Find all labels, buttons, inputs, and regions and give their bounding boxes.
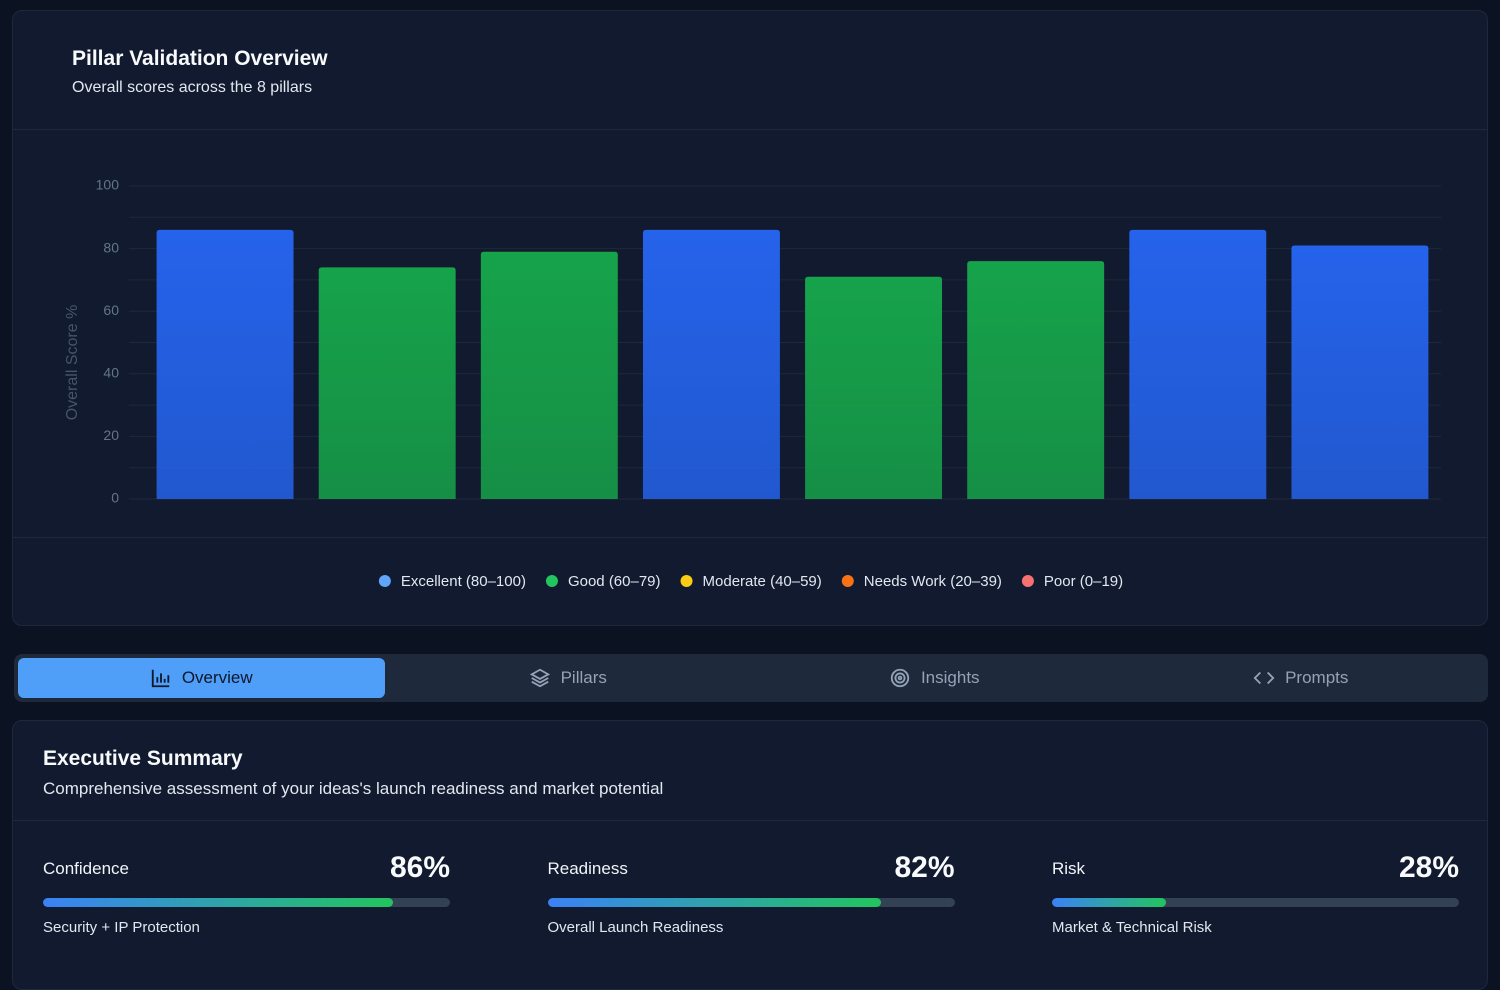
tab-bar: Overview Pillars Insights Prompts [14,654,1488,702]
tab-label: Pillars [560,668,607,687]
chart-title: Pillar Validation Overview [72,47,328,70]
metric: Confidence 86% Security + IP Protection [43,851,450,941]
legend-item: Poor (0–19) [1021,573,1123,590]
y-tick-label: 60 [103,302,119,318]
tab[interactable]: Pillars [385,658,752,698]
legend-item: Good (60–79) [545,573,661,590]
y-tick-label: 100 [96,177,120,193]
y-tick-label: 0 [111,490,119,506]
legend-label: Good (60–79) [568,573,661,590]
icon [151,669,170,688]
legend-item: Excellent (80–100) [378,573,526,590]
bar [156,229,294,499]
progress-fill [547,898,882,907]
metric: Readiness 82% Overall Launch Readiness [547,851,955,941]
progress-track [547,898,955,907]
legend-label: Needs Work (20–39) [864,573,1002,590]
chart-card: Pillar Validation Overview Overall score… [12,10,1488,626]
tab[interactable]: Prompts [1118,658,1485,698]
metric-label: Risk [1052,859,1086,878]
metric-label: Readiness [547,859,628,878]
y-tick-label: 40 [103,365,119,381]
legend-label: Poor (0–19) [1044,573,1123,590]
progress-fill [43,898,394,907]
chart: 0 20 40 60 80 100 Overall Score % Excellent (80… [64,177,1441,590]
legend-item: Needs Work (20–39) [841,573,1002,590]
metric: Risk 28% Market & Technical Risk [1052,851,1459,941]
tab-label: Insights [920,668,980,687]
legend-swatch [1021,575,1034,587]
legend: Excellent (80–100) Good (60–79) Moderate (… [378,573,1123,590]
tab[interactable]: Overview [18,658,385,698]
summary-title: Executive Summary [43,747,243,770]
tab-label: Prompts [1285,668,1349,687]
bar [480,251,618,499]
metric-label: Confidence [43,859,130,878]
chart-subtitle: Overall scores across the 8 pillars [72,79,313,96]
summary-card: Executive Summary Comprehensive assessme… [12,720,1488,990]
legend-swatch [545,575,558,587]
tab[interactable]: Insights [751,658,1118,698]
tab-label: Overview [181,668,253,687]
legend-swatch [841,575,854,587]
summary-subtitle: Comprehensive assessment of your ideas's… [43,779,664,798]
legend-label: Moderate (40–59) [703,573,822,590]
progress-fill [1052,898,1166,907]
bar [642,229,780,499]
icon [529,668,550,688]
divider [13,537,1487,538]
legend-item: Moderate (40–59) [680,573,822,590]
bar [967,261,1105,499]
divider [13,820,1487,821]
metric-caption: Security + IP Protection [43,919,200,936]
y-tick-label: 80 [103,239,119,255]
legend-swatch [378,575,391,587]
metric-value: 82% [894,851,955,884]
metric-caption: Overall Launch Readiness [547,919,724,936]
progress-track [1052,898,1459,907]
y-axis-label: Overall Score % [64,305,81,421]
icon [890,668,910,688]
bar [805,276,943,499]
icon [1253,671,1275,685]
progress-track [43,898,450,907]
y-tick-label: 20 [103,427,119,443]
metric-caption: Market & Technical Risk [1052,919,1212,936]
metric-value: 86% [389,851,450,884]
metric-value: 28% [1398,851,1459,884]
legend-label: Excellent (80–100) [401,573,526,590]
divider [13,129,1487,130]
legend-swatch [680,575,693,587]
bar [318,267,456,499]
bar [1129,229,1267,499]
bar [1291,245,1429,499]
